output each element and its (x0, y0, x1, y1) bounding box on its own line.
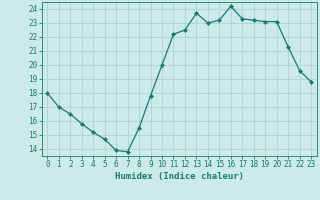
X-axis label: Humidex (Indice chaleur): Humidex (Indice chaleur) (115, 172, 244, 181)
